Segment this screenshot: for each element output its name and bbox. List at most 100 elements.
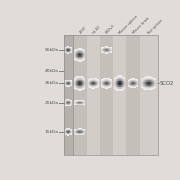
Bar [74, 88, 75, 89]
Bar [78, 83, 79, 84]
Bar [129, 86, 130, 87]
Bar [146, 77, 147, 78]
Bar [105, 83, 106, 84]
Bar [77, 79, 78, 80]
Bar [107, 88, 108, 89]
Bar [116, 82, 117, 83]
Bar [74, 57, 75, 58]
Bar [92, 88, 93, 89]
Bar [74, 58, 75, 59]
Bar [74, 53, 75, 54]
Bar [103, 85, 104, 86]
Bar [82, 80, 83, 81]
Bar [101, 79, 102, 80]
Bar [121, 89, 122, 90]
Bar [111, 84, 112, 85]
Bar [76, 78, 77, 79]
Bar [107, 84, 108, 85]
Bar [147, 81, 148, 82]
Bar [109, 47, 110, 48]
Bar [124, 77, 125, 78]
Bar [115, 80, 116, 81]
Bar [144, 83, 145, 84]
Bar [137, 80, 138, 81]
Bar [93, 78, 94, 79]
Bar [77, 104, 78, 105]
Bar [100, 35, 113, 155]
Bar [83, 50, 84, 51]
Bar [109, 49, 110, 50]
Bar [82, 51, 83, 52]
Bar [143, 87, 144, 88]
Bar [80, 130, 81, 131]
Bar [141, 78, 142, 79]
Bar [123, 88, 124, 89]
Bar [123, 82, 124, 83]
Bar [81, 79, 82, 80]
Bar [101, 51, 102, 52]
Bar [83, 86, 84, 87]
Bar [134, 82, 135, 83]
Bar [80, 132, 81, 133]
Bar [98, 86, 99, 87]
Bar [145, 82, 146, 83]
Bar [151, 77, 152, 78]
Bar [149, 88, 150, 89]
Bar [136, 80, 137, 81]
Bar [106, 50, 107, 51]
Bar [77, 100, 78, 101]
Bar [84, 50, 85, 51]
Bar [96, 84, 97, 85]
Bar [85, 50, 86, 51]
Bar [106, 83, 107, 84]
Bar [117, 85, 118, 86]
Bar [98, 82, 99, 83]
Bar [81, 83, 82, 84]
Bar [130, 79, 131, 80]
Bar [76, 77, 77, 78]
Bar [148, 88, 149, 89]
Bar [154, 85, 155, 86]
Bar [82, 104, 83, 105]
Bar [106, 81, 107, 82]
Bar [83, 104, 84, 105]
Bar [118, 89, 119, 90]
Bar [103, 87, 104, 88]
Bar [142, 79, 143, 80]
Bar [88, 81, 89, 82]
Bar [104, 85, 105, 86]
Bar [81, 54, 82, 55]
Bar [109, 86, 110, 87]
Bar [153, 84, 154, 85]
Bar [103, 79, 104, 80]
Bar [75, 80, 76, 81]
Bar [92, 86, 93, 87]
Bar [104, 87, 105, 88]
Bar [117, 81, 118, 82]
Bar [142, 87, 143, 88]
Bar [153, 79, 154, 80]
Bar [80, 59, 81, 60]
Bar [118, 83, 119, 84]
Bar [64, 35, 158, 155]
Bar [77, 76, 78, 77]
Bar [74, 78, 75, 79]
Bar [149, 79, 150, 80]
Bar [133, 84, 134, 85]
Bar [115, 81, 116, 82]
Bar [77, 131, 78, 132]
Bar [91, 84, 92, 85]
Bar [83, 55, 84, 56]
Bar [101, 85, 102, 86]
Bar [84, 55, 85, 56]
Bar [148, 87, 149, 88]
Bar [103, 50, 104, 51]
Bar [85, 58, 86, 59]
Bar [155, 86, 156, 87]
Bar [147, 84, 148, 85]
Bar [117, 80, 118, 81]
Bar [154, 79, 155, 80]
Text: SKOv3: SKOv3 [105, 24, 116, 35]
Bar [120, 81, 121, 82]
Bar [130, 87, 131, 88]
